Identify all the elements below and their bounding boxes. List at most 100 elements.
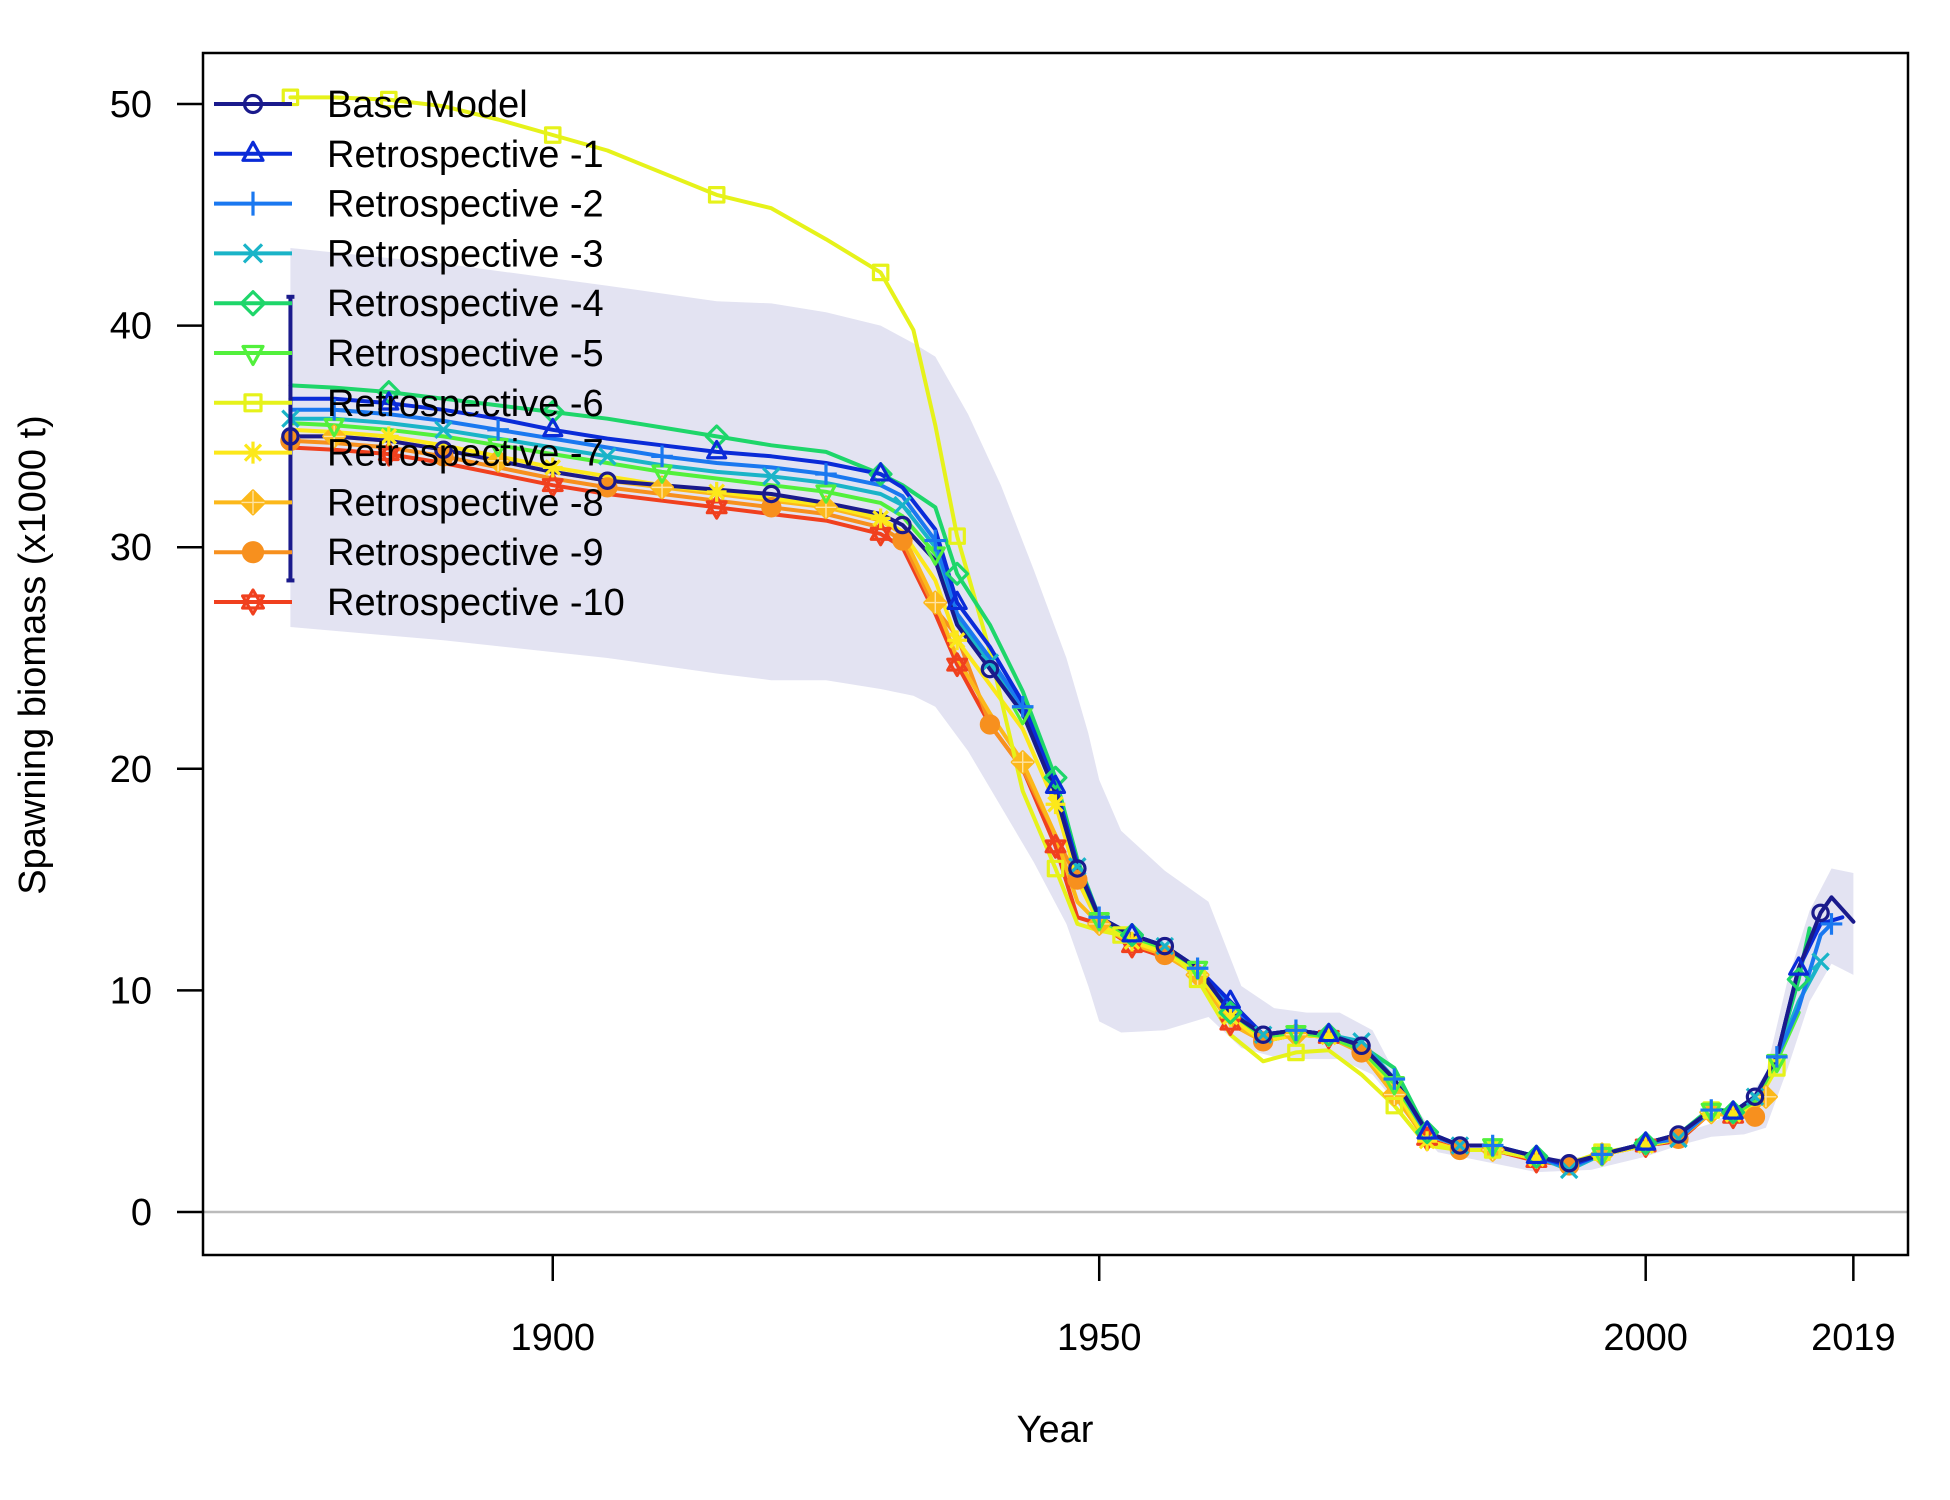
series-9-point-30 xyxy=(1449,1139,1471,1161)
legend-item-7: Retrospective -7 xyxy=(214,433,604,475)
legend-label: Retrospective -6 xyxy=(327,383,604,425)
series-2-point-1 xyxy=(323,399,345,421)
y-tick-label-0: 0 xyxy=(131,1192,152,1234)
series-7-point-35 xyxy=(1635,1135,1656,1156)
series-4-point-2 xyxy=(376,380,401,405)
legend-item-9: Retrospective -9 xyxy=(214,532,604,574)
legend-label: Retrospective -5 xyxy=(327,333,604,375)
series-3-point-6 xyxy=(598,447,617,466)
series-2-point-16 xyxy=(1011,695,1034,718)
legend-label: Retrospective -8 xyxy=(327,482,604,524)
legend-swatch-marker xyxy=(239,489,267,516)
series-9-point-39 xyxy=(1744,1106,1766,1127)
series-3-point-3 xyxy=(434,420,453,439)
series-6-point-30 xyxy=(1385,1096,1404,1115)
series-10-point-5 xyxy=(541,472,564,498)
series-0-point-36 xyxy=(1669,1125,1688,1144)
y-axis-title: Spawning biomass (x1000 t) xyxy=(12,415,54,894)
x-axis-title: Year xyxy=(1017,1409,1094,1451)
series-7-point-38 xyxy=(1723,1104,1744,1125)
x-tick-label-1950: 1950 xyxy=(1057,1317,1142,1359)
legend-label: Retrospective -10 xyxy=(327,582,625,624)
series-0-point-3 xyxy=(434,440,453,459)
series-0-point-27 xyxy=(1352,1036,1371,1056)
legend-swatch-marker xyxy=(243,393,263,413)
series-6-point-27 xyxy=(1287,1043,1305,1062)
series-4-point-11 xyxy=(868,462,893,487)
x-tick-label-2000: 2000 xyxy=(1603,1317,1688,1359)
series-10-point-11 xyxy=(869,521,892,547)
error-bar-layer xyxy=(286,294,295,583)
legend-label: Retrospective -1 xyxy=(327,134,604,176)
series-2-point-37 xyxy=(1700,1099,1723,1121)
confidence-band-layer xyxy=(290,248,1854,1173)
legend-label: Retrospective -4 xyxy=(327,283,604,325)
legend-swatch-marker xyxy=(241,344,265,367)
series-2-point-43 xyxy=(1820,913,1843,935)
legend-item-4: Retrospective -4 xyxy=(214,283,604,325)
series-7-point-2 xyxy=(378,426,399,447)
series-6-point-9 xyxy=(707,186,726,204)
series-9-point-9 xyxy=(761,497,782,518)
series-0-point-24 xyxy=(1253,1025,1273,1044)
series-2-point-25 xyxy=(1285,1019,1307,1042)
series-2-point-13 xyxy=(924,529,947,552)
series-7-point-8 xyxy=(706,481,727,502)
y-tick-label-40: 40 xyxy=(110,306,152,348)
series-1-point-35 xyxy=(1635,1131,1657,1151)
legend-swatch-marker xyxy=(241,588,265,616)
series-7-point-5 xyxy=(542,457,563,478)
x-tick-label-2019: 2019 xyxy=(1811,1317,1896,1359)
series-2-point-4 xyxy=(487,418,509,441)
legend-swatch-marker xyxy=(242,243,264,264)
series-2-point-34 xyxy=(1591,1143,1613,1166)
series-4-point-32 xyxy=(1524,1144,1549,1169)
series-10-point-2 xyxy=(377,441,400,467)
legend-item-0: Base Model xyxy=(214,84,528,126)
plot-frame xyxy=(201,51,1910,1257)
series-8-point-4 xyxy=(486,448,511,473)
series-1-point-11 xyxy=(870,462,892,482)
legend-item-8: Retrospective -8 xyxy=(214,482,604,524)
series-3-point-27 xyxy=(1352,1032,1371,1051)
series-0-point-12 xyxy=(893,515,912,535)
series-1-point-41 xyxy=(1788,956,1810,976)
x-tick-label-1900: 1900 xyxy=(510,1317,595,1359)
series-7-point-11 xyxy=(870,508,891,529)
y-tick-label-20: 20 xyxy=(110,749,152,791)
series-2-point-31 xyxy=(1481,1134,1504,1157)
series-4-point-23 xyxy=(1218,1000,1243,1025)
series-10-point-14 xyxy=(946,652,969,678)
series-1-point-8 xyxy=(706,439,728,460)
legend-swatch-marker xyxy=(241,541,265,564)
series-0-point-18 xyxy=(1068,859,1087,878)
legend-swatch-marker xyxy=(241,191,265,216)
legend-swatch-marker xyxy=(241,140,265,162)
series-6-point-6 xyxy=(543,126,562,144)
series-0-point-15 xyxy=(980,659,1000,679)
series-0-point-21 xyxy=(1155,936,1175,956)
legend-item-2: Retrospective -2 xyxy=(214,184,604,226)
series-1-point-2 xyxy=(378,391,400,411)
legend-item-10: Retrospective -10 xyxy=(214,582,625,624)
series-3-point-9 xyxy=(762,467,781,486)
series-4-point-20 xyxy=(1120,923,1144,947)
legend-item-1: Retrospective -1 xyxy=(214,134,604,176)
series-3-point-42 xyxy=(1811,952,1830,971)
series-0-point-9 xyxy=(762,484,781,504)
series-2-point-10 xyxy=(815,463,837,485)
series-3-point-36 xyxy=(1669,1129,1688,1149)
series-9-point-15 xyxy=(979,714,1001,735)
series-1-point-29 xyxy=(1416,1120,1438,1140)
series-7-point-14 xyxy=(947,630,968,651)
series-2-point-28 xyxy=(1383,1068,1406,1090)
series-0-point-39 xyxy=(1745,1087,1765,1107)
series-4-point-35 xyxy=(1633,1131,1658,1156)
series-6-point-21 xyxy=(1112,926,1130,944)
series-6-point-3 xyxy=(380,90,398,109)
y-tick-label-10: 10 xyxy=(110,970,152,1012)
y-tick-label-50: 50 xyxy=(110,84,152,126)
series-10-point-17 xyxy=(1044,833,1067,859)
y-axis: 0 10 20 30 40 50 xyxy=(110,84,203,1234)
series-8-point-16 xyxy=(1010,750,1035,775)
